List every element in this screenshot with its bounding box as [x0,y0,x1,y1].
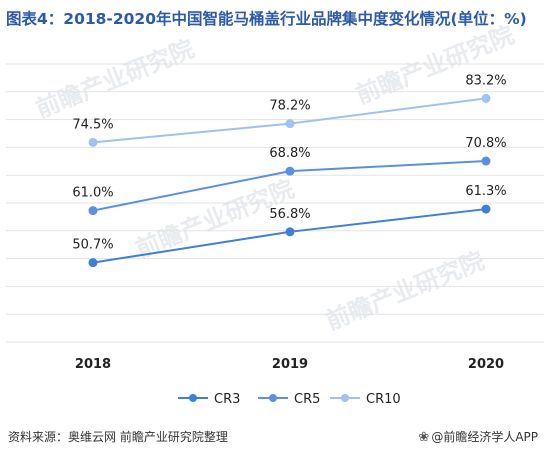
x-tick-label: 2019 [272,357,308,372]
gridlines [6,63,544,343]
watermark-text: 前瞻产业研究院 [32,35,198,124]
data-label: 56.8% [269,207,310,222]
data-point-cr3 [88,258,98,268]
data-label: 61.3% [465,184,506,199]
data-label: 83.2% [465,73,506,88]
data-point-cr10 [285,119,295,129]
source-note: 资料来源：奥维云网 前瞻产业研究院整理 [8,430,228,444]
legend-swatch-marker [189,394,197,402]
brand-credit: ❀ @前瞻经济学人APP [418,428,538,445]
legend-label-cr3: CR3 [214,392,240,407]
data-label: 74.5% [72,117,113,132]
data-point-cr5 [88,206,98,216]
data-point-cr3 [481,204,491,214]
legend-swatch-marker [341,394,349,402]
legend-swatch-marker [269,394,277,402]
data-label: 61.0% [72,186,113,201]
series-points [88,93,491,268]
watermark-text: 前瞻产业研究院 [352,21,518,110]
data-point-cr3 [285,227,295,237]
legend: CR3 CR5 CR10 [178,392,401,407]
legend-label-cr5: CR5 [294,392,320,407]
brand-text: @前瞻经济学人APP [431,430,538,444]
data-point-cr5 [481,156,491,166]
data-label: 68.8% [269,146,310,161]
data-labels: 50.7% 56.8% 61.3% 61.0% 68.8% 70.8% 74.5% 78.2%… [72,73,506,252]
data-point-cr10 [88,137,98,147]
data-label: 50.7% [72,238,113,253]
legend-label-cr10: CR10 [366,392,401,407]
chart-title: 图表4：2018-2020年中国智能马桶盖行业品牌集中度变化情况(单位：%) [6,10,527,28]
paw-icon: ❀ [418,430,430,445]
data-point-cr5 [285,166,295,176]
x-axis-ticks: 2018 2019 2020 [75,357,504,372]
watermark-text: 前瞻产业研究院 [322,247,488,336]
data-point-cr10 [481,93,491,103]
data-label: 78.2% [269,99,310,114]
x-tick-label: 2018 [75,357,111,372]
x-tick-label: 2020 [468,357,504,372]
data-label: 70.8% [465,136,506,151]
